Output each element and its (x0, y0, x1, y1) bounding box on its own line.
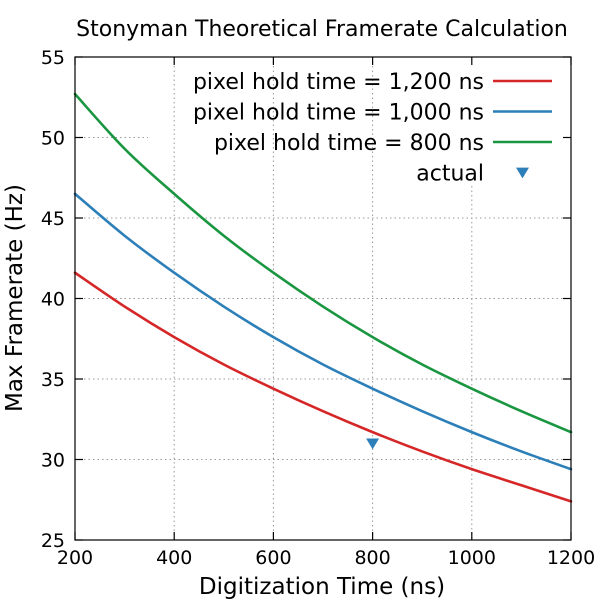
x-tick-label: 200 (57, 547, 93, 569)
y-axis-label: Max Framerate (Hz) (2, 184, 28, 412)
legend-label-3: pixel hold time = 800 ns (214, 131, 484, 156)
y-tick-label: 35 (41, 369, 65, 391)
x-tick-label: 1200 (547, 547, 595, 569)
points-layer (366, 438, 380, 450)
y-tick-label: 40 (41, 289, 65, 311)
series-line-2 (73, 192, 573, 471)
legend: pixel hold time = 1,200 ns pixel hold tim… (193, 70, 552, 187)
axis-ticks: 200 400 600 800 1000 1200 25 30 35 40 45 50 55 (41, 47, 595, 569)
x-tick-label: 800 (354, 547, 390, 569)
grid (75, 57, 571, 540)
legend-label-2: pixel hold time = 1,000 ns (193, 101, 484, 126)
y-tick-label: 50 (41, 128, 65, 150)
actual-point (366, 438, 380, 450)
y-tick-label: 45 (41, 208, 65, 230)
legend-marker-actual (516, 167, 529, 179)
y-tick-label: 30 (41, 450, 65, 472)
legend-label-1: pixel hold time = 1,200 ns (193, 70, 484, 95)
series-line-3 (73, 92, 573, 434)
series-layer (73, 92, 573, 503)
x-axis-label: Digitization Time (ns) (199, 574, 445, 600)
x-tick-label: 1000 (448, 547, 496, 569)
series-line-1 (73, 271, 573, 503)
y-tick-label: 25 (41, 530, 65, 552)
x-tick-label: 600 (255, 547, 291, 569)
y-tick-label: 55 (41, 47, 65, 69)
chart-title: Stonyman Theoretical Framerate Calculati… (76, 17, 568, 42)
legend-label-actual: actual (416, 162, 484, 187)
x-tick-label: 400 (156, 547, 192, 569)
